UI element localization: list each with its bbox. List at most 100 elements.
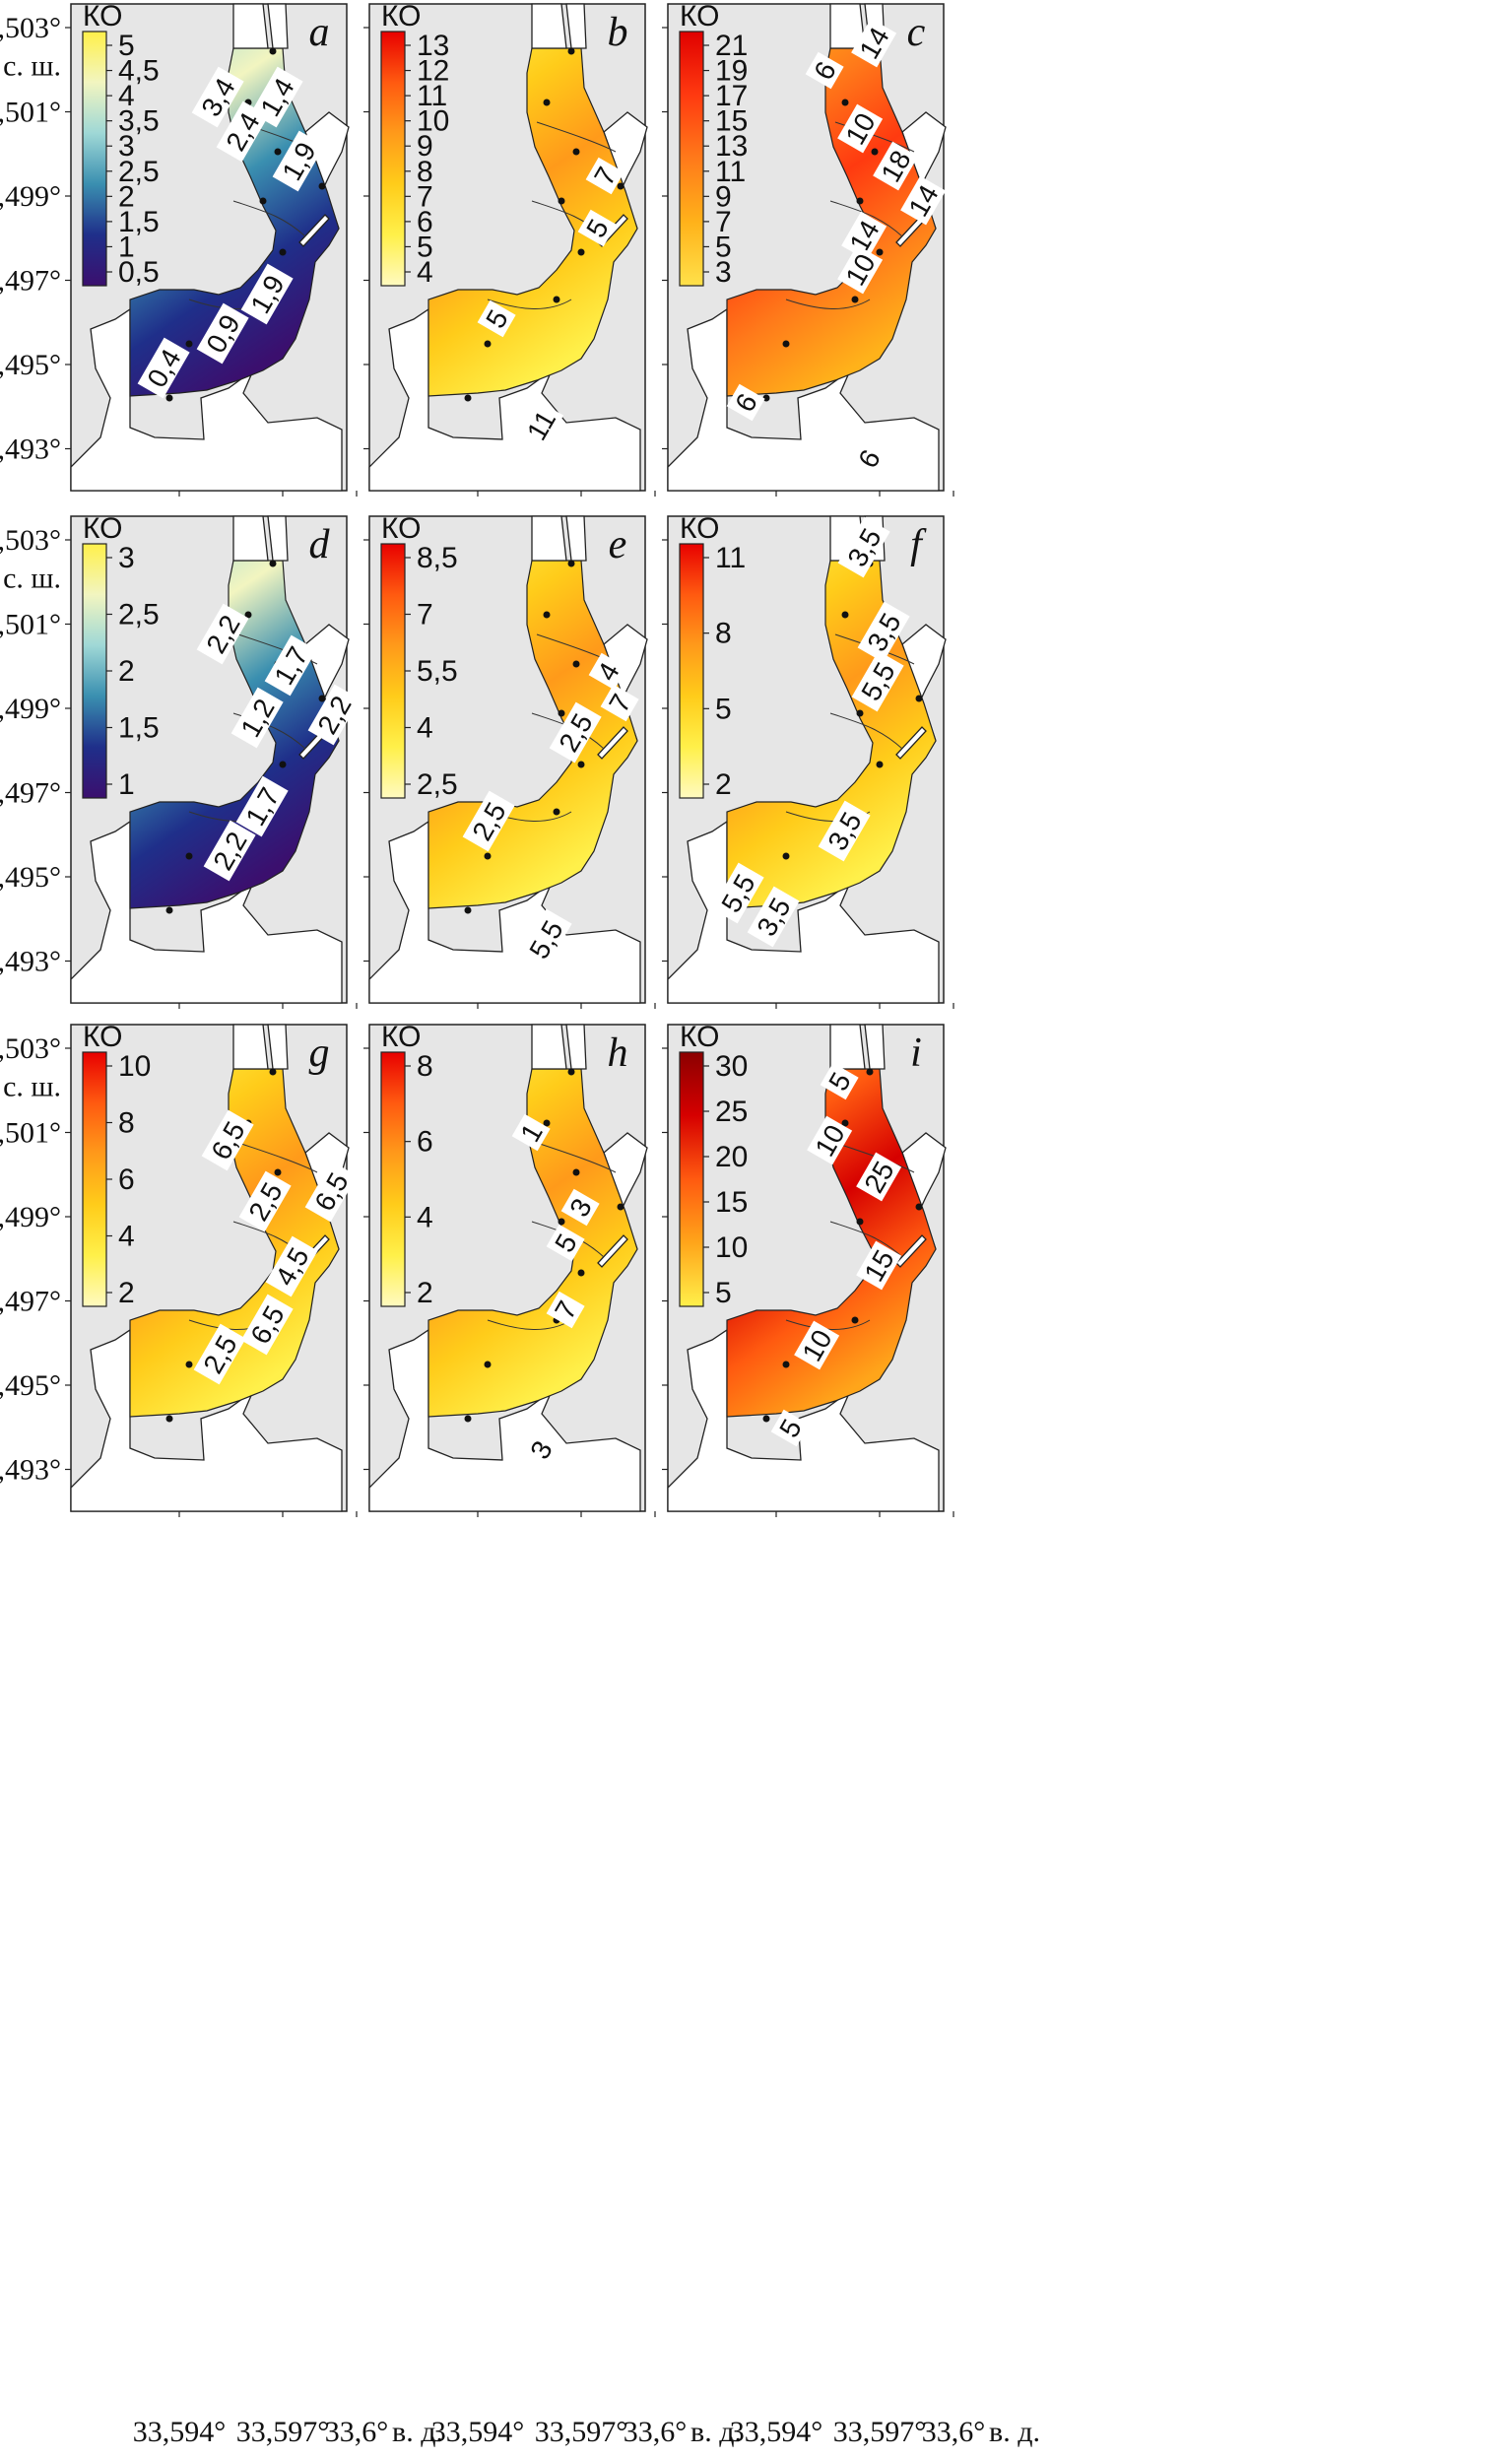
sampling-station [782,340,790,348]
sampling-station [841,99,849,106]
colorbar-tick-label: 2 [417,1277,433,1309]
colorbar-tick-label: 7 [417,180,433,213]
colorbar-title: КО [680,0,719,33]
contour-line [237,633,318,665]
colorbar-tick-label: 9 [715,180,732,213]
colorbar [679,1051,704,1307]
pier-east [298,214,330,247]
colorbar-tick-label: 15 [715,1186,748,1219]
colorbar-title: КО [381,512,421,545]
land-shore-outline [368,1328,641,1512]
colorbar-tick-label: 11 [417,80,447,112]
sampling-station [274,1168,282,1176]
contour-line [536,121,617,153]
sampling-station [165,394,173,402]
colorbar-tick-label: 17 [715,80,748,112]
lat-label: 44,497° [0,1286,61,1318]
contour-line [834,121,915,153]
sampling-station [577,1269,585,1277]
sampling-station [915,1203,923,1211]
pier-east [597,726,628,760]
lat-label: 44,499° [0,180,61,213]
pier-east [895,726,927,760]
pier-north [232,1024,289,1070]
colorbar [380,1051,406,1307]
lon-unit: в. д. [392,2416,443,2448]
sampling-station [577,761,585,768]
sampling-station [484,852,492,860]
colorbar-tick-label: 5,5 [417,655,458,688]
sampling-station [484,340,492,348]
sampling-station [617,1203,625,1211]
contour-line [536,1142,617,1173]
pier-north [531,515,587,562]
colorbar-tick-label: 10 [715,1231,748,1264]
contour-line [829,1221,903,1258]
sampling-station [841,611,849,619]
contour-label: 3,4 [191,66,244,128]
colorbar [380,31,406,287]
colorbar-tick-label: 6 [118,1163,135,1196]
colorbar-title: КО [381,1021,421,1053]
lat-unit: с. ш. [3,562,61,594]
pier-north [531,1024,587,1070]
lat-unit: с. ш. [3,49,61,82]
pier-north [531,3,587,49]
colorbar-tick-label: 20 [715,1141,748,1173]
sampling-station [553,296,560,303]
sampling-station [165,906,173,914]
sampling-station [762,394,770,402]
pier-east [895,1234,927,1268]
sampling-station [915,695,923,702]
sampling-station [484,1361,492,1368]
sampling-station [269,1068,277,1076]
lon-label: 33,594° [730,2416,823,2448]
colorbar-tick-label: 8,5 [417,542,458,574]
colorbar-title: КО [680,512,719,545]
sampling-station [567,560,575,567]
lon-label: 33,594° [133,2416,227,2448]
lon-label: 33,594° [431,2416,525,2448]
colorbar-tick-label: 0,5 [118,256,160,289]
colorbar [679,31,704,287]
lat-label: 44,493° [0,946,61,978]
pier-east [597,1234,628,1268]
contour-label: 5 [546,1224,585,1262]
colorbar-tick-label: 3 [118,542,135,574]
sampling-station [851,296,859,303]
sampling-station [871,148,879,156]
sampling-station [876,761,884,768]
lat-label: 44,499° [0,1201,61,1233]
colorbar-tick-label: 13 [715,130,748,163]
colorbar-tick-label: 3 [715,256,732,289]
colorbar-tick-label: 4 [417,256,433,289]
colorbar-tick-label: 2,5 [417,768,458,801]
colorbar-tick-label: 8 [417,156,433,188]
colorbar-tick-label: 7 [715,206,732,238]
sampling-station [856,1218,864,1226]
contour-line [487,299,572,309]
colorbar-tick-label: 25 [715,1096,748,1128]
colorbar-tick-label: 2 [118,655,135,688]
colorbar-tick-label: 8 [715,618,732,650]
lat-label: 44,503° [0,12,61,44]
colorbar-tick-label: 30 [715,1050,748,1083]
sampling-station [464,394,472,402]
pier-north [232,3,289,49]
colorbar-tick-label: 4 [118,1221,135,1253]
colorbar [380,543,406,799]
lon-unit: в. д. [989,2416,1040,2448]
sampling-station [279,761,287,768]
contour-label: 5 [820,1062,859,1100]
sampling-station [464,906,472,914]
contour-label: 7 [600,684,639,722]
colorbar-tick-label: 2 [118,180,135,213]
sampling-station [851,1316,859,1324]
colorbar-tick-label: 19 [715,55,748,88]
sampling-station [318,695,326,702]
panel-letter: b [608,10,628,55]
